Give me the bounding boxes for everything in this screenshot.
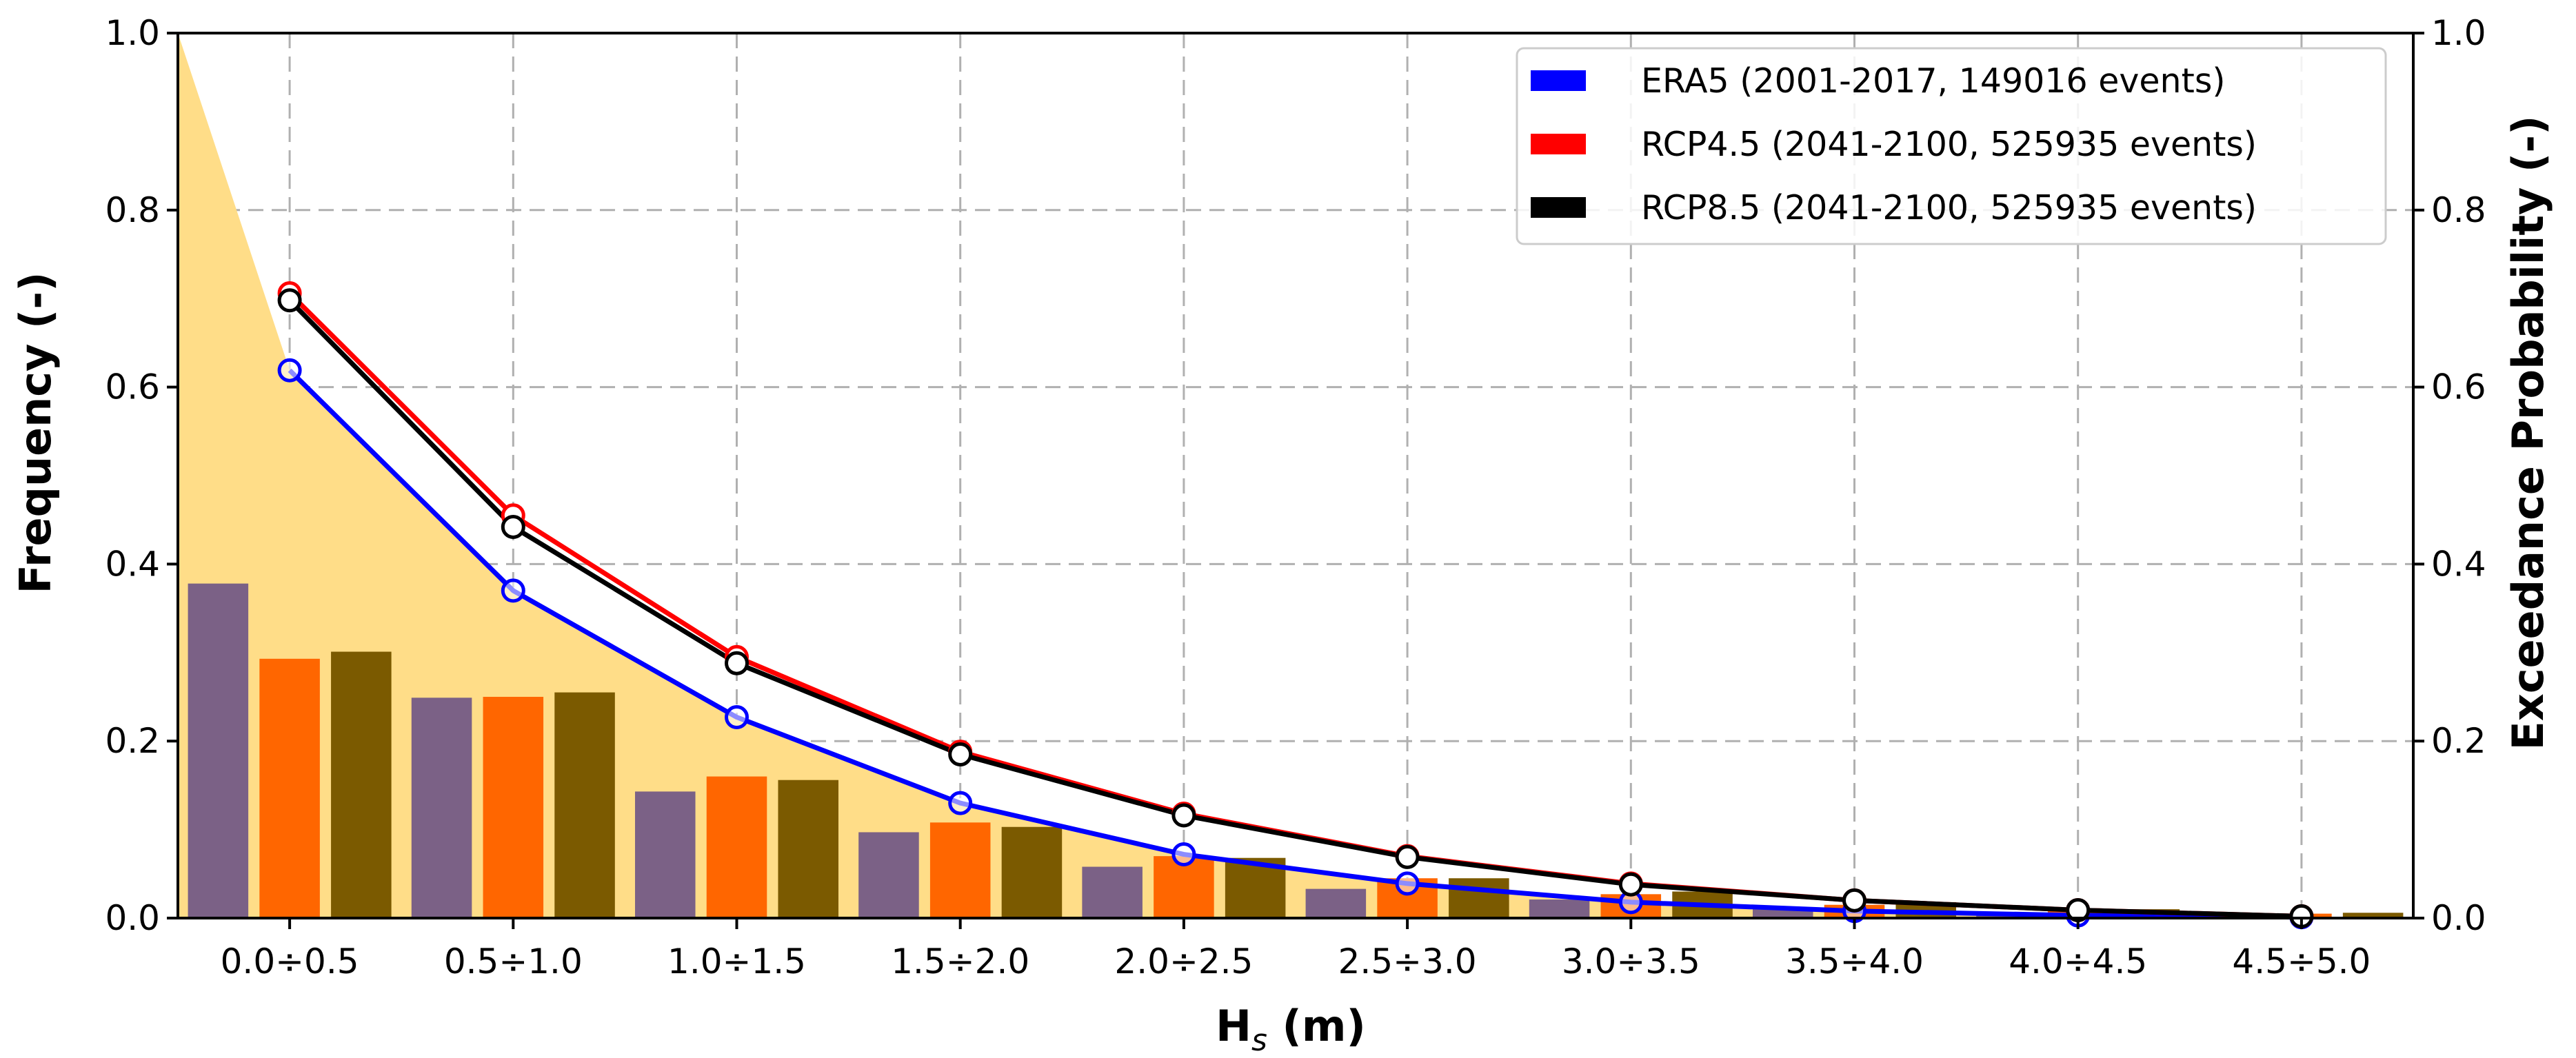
exceedance-shaded-area	[178, 33, 2413, 918]
frequency-bar	[1154, 856, 1214, 918]
frequency-bar	[858, 832, 919, 918]
exceedance-marker	[1171, 803, 1196, 828]
exceedance-marker	[1618, 872, 1643, 897]
exceedance-line	[288, 298, 2302, 919]
frequency-bar	[929, 822, 991, 918]
frequency-bar	[188, 583, 249, 918]
frequency-bars	[188, 583, 2404, 918]
exceedance-marker	[277, 358, 302, 383]
x-tick-label: 2.0÷2.5	[1114, 942, 1253, 981]
frequency-bar	[1082, 866, 1143, 918]
y-tick-label-left: 0.4	[105, 544, 160, 584]
y-tick-label-left: 0.8	[105, 190, 160, 230]
legend-label-rcp85: RCP8.5 (2041-2100, 525935 events)	[1641, 188, 2257, 227]
legend-label-era5: ERA5 (2001-2017, 149016 events)	[1641, 61, 2225, 101]
exceedance-marker	[501, 578, 525, 603]
x-tick-label: 0.0÷0.5	[221, 942, 359, 981]
y-tick-label-right: 0.2	[2431, 721, 2486, 761]
exceedance-marker	[725, 705, 749, 730]
y-tick-label-left: 0.6	[105, 367, 160, 407]
frequency-bar	[1305, 888, 1367, 918]
frequency-bar	[411, 698, 472, 918]
frequency-bar	[554, 692, 615, 918]
y-tick-label-right: 0.0	[2431, 898, 2486, 938]
x-tick-label: 3.0÷3.5	[1562, 942, 1700, 981]
exceedance-marker	[501, 514, 525, 539]
y-tick-label-right: 0.4	[2431, 544, 2486, 584]
shaded-area-path	[178, 33, 2413, 918]
frequency-bar	[778, 780, 839, 918]
x-axis-title: Hs (m)	[1216, 1001, 1366, 1058]
x-tick-label: 0.5÷1.0	[444, 942, 583, 981]
frequency-bar	[2342, 913, 2404, 918]
x-axis-title-main: H	[1216, 1001, 1251, 1051]
legend: ERA5 (2001-2017, 149016 events) RCP4.5 (…	[1516, 47, 2387, 245]
plot-frame	[177, 32, 2415, 919]
y-tick-label-right: 1.0	[2431, 13, 2486, 53]
y-axis-right-title: Exceedance Probability (-)	[2503, 116, 2553, 751]
exceedance-marker	[1842, 888, 1866, 913]
x-tick-label: 1.5÷2.0	[891, 942, 1029, 981]
frequency-bar	[331, 651, 392, 918]
exceedance-marker	[1395, 844, 1420, 869]
exceedance-lines	[277, 281, 2314, 930]
legend-label-rcp45: RCP4.5 (2041-2100, 525935 events)	[1641, 125, 2257, 164]
axes: 0.0 0.2 0.4 0.6 0.8 1.0 0.0 0.2 0.4 0.6 0.8 1.0 0.0÷…	[105, 13, 2486, 981]
y-tick-label-left: 0.0	[105, 898, 160, 938]
exceedance-line	[288, 368, 2302, 920]
x-tick-label: 4.5÷5.0	[2232, 942, 2371, 981]
exceedance-marker	[948, 791, 973, 815]
y-axis-left-title: Frequency (-)	[10, 272, 61, 594]
y-tick-label-left: 0.2	[105, 721, 160, 761]
x-tick-label: 4.0÷4.5	[2009, 942, 2147, 981]
exceedance-marker	[1171, 842, 1196, 867]
legend-swatch-rcp45	[1531, 134, 1586, 154]
y-tick-label-right: 0.6	[2431, 367, 2486, 407]
frequency-bar	[259, 658, 320, 918]
legend-swatch-rcp85	[1531, 197, 1586, 218]
x-axis-title-subscript: s	[1251, 1023, 1267, 1058]
y-tick-label-left: 1.0	[105, 13, 160, 53]
y-tick-label-right: 0.8	[2431, 190, 2486, 230]
x-tick-label: 2.5÷3.0	[1338, 942, 1477, 981]
exceedance-marker	[725, 651, 749, 675]
exceedance-marker	[277, 288, 302, 313]
frequency-bar	[1449, 878, 1509, 918]
legend-swatch-era5	[1531, 70, 1586, 91]
legend-box	[1516, 47, 2387, 245]
frequency-bar	[1001, 826, 1063, 918]
x-tick-label: 3.5÷4.0	[1785, 942, 1924, 981]
x-axis-title-unit: (m)	[1267, 1001, 1366, 1051]
exceedance-marker	[948, 742, 973, 766]
exceedance-marker	[1395, 871, 1420, 896]
frequency-bar	[1529, 899, 1590, 918]
frequency-bar	[634, 791, 696, 918]
x-tick-label: 1.0÷1.5	[667, 942, 806, 981]
frequency-bar	[706, 776, 767, 918]
frequency-bar	[483, 697, 544, 918]
